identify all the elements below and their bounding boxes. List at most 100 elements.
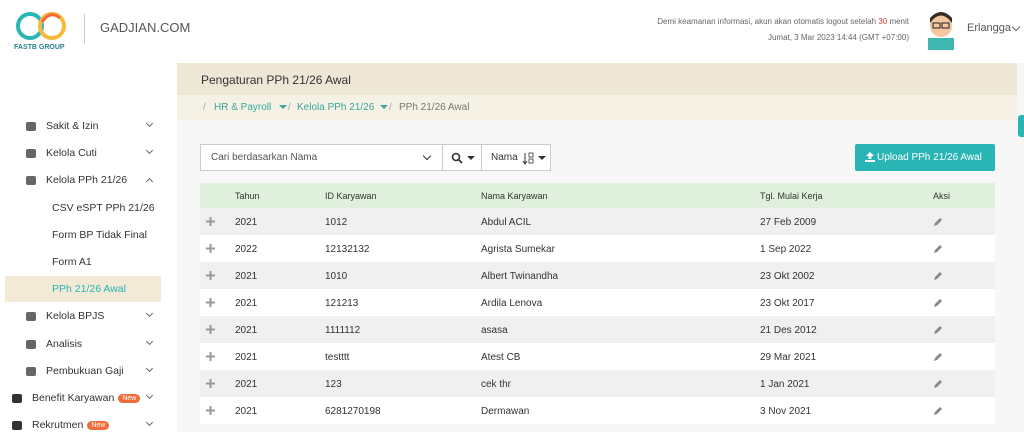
nav-item[interactable]: Analisis	[0, 331, 177, 357]
table-cell: 2021	[235, 352, 258, 363]
nav-label: Rekrutmen New	[32, 419, 110, 431]
search-field[interactable]: Cari berdasarkan Nama	[200, 144, 443, 171]
table-cell: 12132132	[325, 244, 370, 255]
table-cell: testttt	[325, 352, 350, 363]
nav-item[interactable]: Form BP Tidak Final	[5, 222, 161, 248]
table-cell: Atest CB	[481, 352, 521, 363]
nav-icon	[26, 176, 36, 186]
nav-item[interactable]: Benefit Karyawan New	[0, 385, 177, 411]
table-cell: 23 Okt 2017	[760, 298, 815, 309]
table-cell: Albert Twinandha	[481, 271, 559, 282]
column-header: ID Karyawan	[325, 191, 377, 201]
nav-item[interactable]: Kelola PPh 21/26	[0, 167, 177, 193]
notice-text: Demi keamanan informasi, akun akan otoma…	[657, 17, 877, 26]
site-name: GADJIAN.COM	[100, 20, 191, 35]
nav-label: Pembukuan Gaji	[46, 364, 124, 377]
breadcrumb-link[interactable]: HR & Payroll	[214, 102, 272, 113]
nav-icon	[26, 339, 36, 349]
expand-icon[interactable]	[206, 379, 215, 388]
table-cell: 1 Sep 2022	[760, 244, 812, 255]
table-row: 2021 1111112 asasa 21 Des 2012	[200, 316, 995, 343]
edit-icon[interactable]	[933, 352, 943, 362]
nav-item[interactable]: Kelola Cuti	[0, 140, 177, 166]
nav-icon	[12, 394, 22, 403]
table-cell: 2022	[235, 244, 258, 255]
table-cell: 123	[325, 379, 342, 390]
nav-label: PPh 21/26 Awal	[52, 283, 126, 296]
nav-icon	[26, 312, 36, 322]
expand-icon[interactable]	[206, 325, 215, 334]
search-placeholder: Cari berdasarkan Nama	[211, 152, 318, 163]
table-cell: Dermawan	[481, 406, 530, 417]
nav-item[interactable]: Kelola BPJS	[0, 303, 177, 329]
nav-chevron	[145, 119, 154, 128]
expand-icon[interactable]	[206, 271, 215, 280]
notice-minutes: 30	[878, 17, 888, 26]
expand-icon[interactable]	[206, 352, 215, 361]
table-row: 2021 121213 Ardila Lenova 23 Okt 2017	[200, 289, 995, 316]
notice-text: menit	[889, 17, 909, 26]
sort-label: Nama	[491, 152, 518, 163]
table-cell: cek thr	[481, 379, 512, 390]
table-cell: 2021	[235, 406, 258, 417]
table-row: 2021 6281270198 Dermawan 3 Nov 2021	[200, 397, 995, 424]
nav-item[interactable]: Sakit & Izin	[0, 113, 177, 139]
nav-item[interactable]: CSV eSPT PPh 21/26	[5, 195, 161, 221]
nav-label: Form A1	[52, 256, 92, 268]
upload-button[interactable]: Upload PPh 21/26 Awal	[855, 144, 995, 171]
table-row: 2022 12132132 Agrista Sumekar 1 Sep 2022	[200, 235, 995, 262]
nav-chevron	[145, 310, 154, 318]
side-tab[interactable]	[1018, 115, 1024, 137]
nav-icon	[26, 149, 36, 159]
nav-item[interactable]: Rekrutmen New	[0, 412, 177, 438]
new-badge: New	[87, 421, 110, 431]
table-cell: 2021	[235, 298, 258, 309]
edit-icon[interactable]	[933, 298, 943, 308]
expand-icon[interactable]	[206, 244, 215, 253]
nav-label: Benefit Karyawan New	[32, 392, 141, 404]
nav-chevron	[145, 364, 154, 372]
logo	[16, 12, 66, 40]
expand-icon[interactable]	[206, 406, 215, 415]
column-header: Tahun	[235, 191, 260, 201]
nav-label: Analisis	[46, 337, 83, 350]
table-cell: 6281270198	[325, 406, 381, 417]
divider	[84, 14, 85, 44]
nav-chevron	[145, 337, 154, 345]
table-cell: asasa	[481, 325, 508, 336]
edit-icon[interactable]	[933, 244, 943, 254]
table-row: 2021 1012 Abdul ACIL 27 Feb 2009	[200, 208, 995, 235]
nav-item[interactable]: Form A1	[5, 249, 161, 275]
column-header: Tgl. Mulai Kerja	[760, 191, 823, 201]
nav-item[interactable]: PPh 21/26 Awal	[5, 276, 161, 303]
sort-button[interactable]: Nama	[481, 144, 551, 171]
edit-icon[interactable]	[933, 406, 943, 416]
table-cell: 2021	[235, 271, 258, 282]
edit-icon[interactable]	[933, 325, 943, 335]
breadcrumb: / HR & Payroll / Kelola PPh 21/26 / PPh …	[177, 95, 1017, 120]
expand-icon[interactable]	[206, 298, 215, 307]
table-cell: Ardila Lenova	[481, 298, 543, 309]
edit-icon[interactable]	[933, 271, 943, 281]
nav-chevron	[145, 419, 154, 427]
edit-icon[interactable]	[933, 379, 943, 389]
table-cell: Agrista Sumekar	[481, 244, 555, 255]
upload-label: Upload PPh 21/26 Awal	[877, 152, 982, 163]
table-cell: 2021	[235, 217, 258, 228]
logout-notice: Demi keamanan informasi, akun akan otoma…	[657, 17, 909, 26]
table-cell: Abdul ACIL	[481, 217, 532, 228]
nav-label: Kelola BPJS	[46, 310, 105, 323]
user-name[interactable]: Erlangga	[967, 22, 1012, 34]
search-button[interactable]	[442, 144, 482, 171]
avatar[interactable]	[922, 8, 960, 50]
expand-icon[interactable]	[206, 217, 215, 226]
table-cell: 3 Nov 2021	[760, 406, 812, 417]
edit-icon[interactable]	[933, 217, 943, 227]
title-bar: Pengaturan PPh 21/26 Awal	[177, 63, 1017, 95]
user-dropdown[interactable]	[1011, 22, 1021, 32]
breadcrumb-link[interactable]: Kelola PPh 21/26	[297, 102, 375, 113]
nav-label: Kelola Cuti	[46, 147, 97, 160]
header: FASTB GROUP GADJIAN.COM Demi keamanan in…	[0, 0, 1024, 63]
nav-item[interactable]: Pembukuan Gaji	[0, 358, 177, 384]
